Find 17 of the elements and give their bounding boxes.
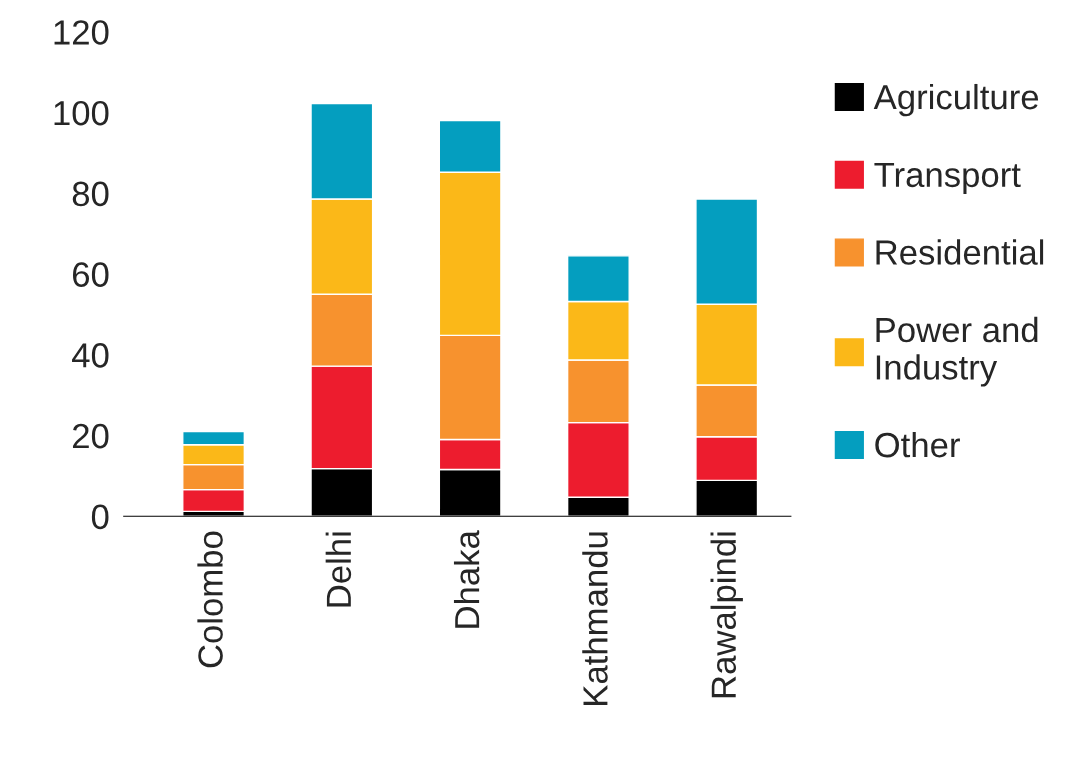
x-tick-label: Rawalpindi (710, 532, 743, 698)
y-tick-label: 120 (54, 20, 109, 45)
y-tick-label: 20 (72, 423, 109, 449)
x-tick-label: Dhaka (453, 530, 480, 628)
y-tick-label: 0 (91, 504, 109, 530)
y-tick-label: 40 (72, 343, 109, 368)
legend-label: Residential (876, 239, 1044, 265)
x-tick-label: Kathmandu (582, 532, 608, 705)
legend-label: Transport (874, 162, 1021, 195)
legend-label: Agriculture (873, 83, 1039, 117)
y-tick-label: 60 (73, 262, 109, 287)
y-tick-label: 100 (54, 100, 109, 126)
x-tick-label: Delhi (325, 532, 352, 607)
y-tick-label: 80 (72, 181, 109, 207)
legend-label: Other (875, 431, 960, 458)
x-tick-label: Colombo (197, 531, 223, 668)
legend-label: Power and Industry (876, 316, 1038, 387)
